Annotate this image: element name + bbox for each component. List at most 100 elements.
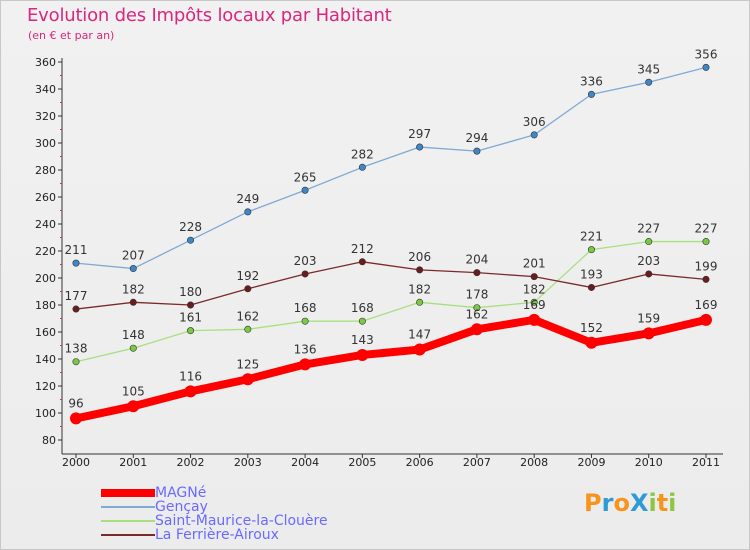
data-point [72,358,80,366]
data-point [587,90,595,98]
data-label: 143 [351,333,374,347]
data-point [187,301,195,309]
data-point [129,298,137,306]
y-tick-label: 80 [42,434,56,447]
data-point [70,412,82,425]
y-tick-label: 260 [35,191,56,204]
x-tick-label: 2001 [119,456,147,469]
data-label: 125 [236,357,259,371]
y-tick-label: 180 [35,299,56,312]
data-label: 138 [65,342,88,356]
data-point [473,304,481,312]
data-point [530,298,538,306]
data-point [301,186,309,194]
y-tick-label: 120 [35,380,56,393]
data-point [470,323,483,336]
data-point [645,78,653,86]
x-tick-label: 2007 [463,456,491,469]
chart-title: Evolution des Impôts locaux par Habitant [27,5,392,26]
data-point [587,283,595,291]
data-label: 193 [580,267,603,281]
data-label: 203 [294,254,317,268]
legend-label: MAGNé [155,485,207,501]
data-label: 168 [294,301,317,315]
x-tick-label: 2002 [177,456,205,469]
data-point [528,313,541,326]
legend-swatch [101,520,155,522]
data-label: 169 [695,298,718,312]
data-point [645,238,653,246]
y-tick-label: 220 [35,245,56,258]
data-label: 227 [637,222,660,236]
data-label: 282 [351,147,374,161]
data-point [413,343,426,356]
series-line-2 [75,261,707,310]
data-point [301,270,309,278]
data-label: 221 [580,230,603,244]
series-line-3 [72,315,710,423]
data-point [416,143,424,151]
x-tick-label: 2005 [348,456,376,469]
y-tick-label: 360 [35,56,56,69]
data-label: 306 [523,115,546,129]
data-point [299,358,312,371]
data-label: 356 [695,47,718,61]
data-point [129,265,137,273]
data-label: 211 [65,243,88,257]
legend-label: Saint-Maurice-la-Clouère [155,513,328,529]
series-line-0 [75,66,707,270]
x-tick-label: 2003 [234,456,262,469]
x-tick-label: 2008 [520,456,548,469]
data-point [358,317,366,325]
y-tick-label: 140 [35,353,56,366]
data-label: 182 [523,282,546,296]
data-label: 336 [580,74,603,88]
data-label: 168 [351,301,374,315]
data-point [356,348,369,361]
data-point [473,147,481,155]
data-point [187,236,195,244]
y-tick-label: 200 [35,272,56,285]
data-label: 182 [122,282,145,296]
x-tick-label: 2009 [577,456,605,469]
legend-swatch [101,534,155,536]
data-label: 203 [637,254,660,268]
data-label: 180 [179,285,202,299]
data-label: 182 [408,282,431,296]
data-label: 249 [236,192,259,206]
data-point [187,327,195,335]
legend-label: La Ferrière-Airoux [155,527,279,543]
y-tick-label: 300 [35,137,56,150]
data-point [700,313,712,326]
data-point [184,385,197,398]
data-label: 294 [465,131,488,145]
y-tick-label: 240 [35,218,56,231]
data-point [244,208,252,216]
x-tick-label: 2006 [406,456,434,469]
data-point [358,258,366,266]
y-tick-label: 340 [35,83,56,96]
data-label: 161 [179,311,202,325]
data-label: 227 [695,222,718,236]
series-line-1 [75,240,707,363]
data-label: 136 [294,342,317,356]
data-point [358,163,366,171]
data-label: 345 [637,62,660,76]
data-point [587,246,595,254]
data-point [244,325,252,333]
x-tick-label: 2010 [635,456,663,469]
data-point [530,273,538,281]
data-point [416,266,424,274]
data-label: 169 [523,298,546,312]
chart-subtitle: (en € et par an) [28,29,115,42]
data-label: 178 [465,288,488,302]
data-label: 199 [695,259,718,273]
data-point [702,238,710,246]
data-label: 204 [465,253,488,267]
data-label: 96 [68,396,83,410]
data-point [645,270,653,278]
data-label: 265 [294,170,317,184]
data-label: 297 [408,127,431,141]
